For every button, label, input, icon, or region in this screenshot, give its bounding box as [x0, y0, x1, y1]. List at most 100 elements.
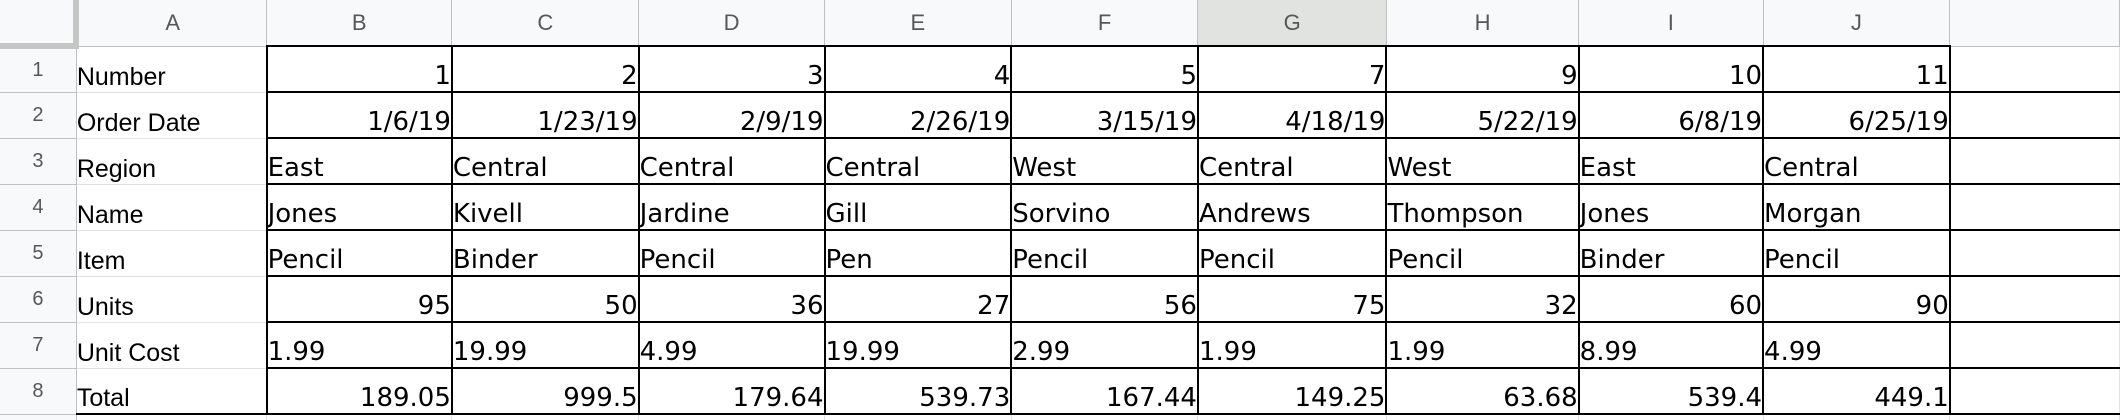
- cell-a6[interactable]: Units: [76, 276, 268, 323]
- column-header-b[interactable]: B: [266, 0, 453, 47]
- column-header-i[interactable]: I: [1578, 0, 1764, 47]
- cell-b6[interactable]: 95: [265, 275, 453, 323]
- cell-h2[interactable]: 5/22/19: [1385, 91, 1580, 139]
- row-header-8[interactable]: 8: [0, 368, 77, 415]
- cell-f7[interactable]: 2.99: [1010, 321, 1199, 369]
- column-header-e[interactable]: E: [824, 0, 1012, 47]
- empty-cell[interactable]: [1578, 414, 1764, 420]
- row-header-7[interactable]: 7: [0, 322, 77, 369]
- cell-e1[interactable]: 4: [823, 45, 1013, 93]
- cell-e7[interactable]: 19.99: [823, 321, 1013, 369]
- cell-d2[interactable]: 2/9/19: [637, 91, 826, 139]
- cell-a4[interactable]: Name: [76, 184, 268, 231]
- cell-c4[interactable]: Kivell: [450, 183, 640, 231]
- cell-b2[interactable]: 1/6/19: [265, 91, 453, 139]
- cell-b5[interactable]: Pencil: [265, 229, 453, 277]
- cell-f4[interactable]: Sorvino: [1010, 183, 1199, 231]
- cell-j2[interactable]: 6/25/19: [1762, 91, 1951, 139]
- cell-h7[interactable]: 1.99: [1385, 321, 1580, 369]
- cell-i6[interactable]: 60: [1577, 275, 1765, 323]
- cell-e6[interactable]: 27: [823, 275, 1013, 323]
- empty-cell[interactable]: [1386, 414, 1580, 420]
- cell-overflow[interactable]: [1948, 92, 2120, 139]
- cell-j7[interactable]: 4.99: [1762, 321, 1951, 369]
- empty-cell[interactable]: [1011, 414, 1199, 420]
- cell-h1[interactable]: 9: [1385, 45, 1580, 93]
- row-header-1[interactable]: 1: [0, 46, 77, 93]
- cell-c2[interactable]: 1/23/19: [450, 91, 640, 139]
- cell-a5[interactable]: Item: [76, 230, 268, 277]
- column-header-c[interactable]: C: [451, 0, 640, 47]
- cell-d6[interactable]: 36: [637, 275, 826, 323]
- cell-g7[interactable]: 1.99: [1196, 321, 1388, 369]
- column-header-h[interactable]: H: [1386, 0, 1580, 47]
- cell-d8[interactable]: 179.64: [637, 367, 826, 415]
- cell-j4[interactable]: Morgan: [1762, 183, 1951, 231]
- cell-f6[interactable]: 56: [1010, 275, 1199, 323]
- cell-i8[interactable]: 539.4: [1577, 367, 1765, 415]
- cell-d5[interactable]: Pencil: [637, 229, 826, 277]
- cell-overflow[interactable]: [1948, 368, 2120, 415]
- row-header-3[interactable]: 3: [0, 138, 77, 185]
- cell-g6[interactable]: 75: [1196, 275, 1388, 323]
- cell-overflow[interactable]: [1948, 276, 2120, 323]
- cell-c6[interactable]: 50: [450, 275, 640, 323]
- cell-b8[interactable]: 189.05: [265, 367, 453, 415]
- cell-c5[interactable]: Binder: [450, 229, 640, 277]
- cell-i1[interactable]: 10: [1577, 45, 1765, 93]
- cell-j8[interactable]: 449.1: [1762, 367, 1951, 415]
- cell-overflow[interactable]: [1948, 184, 2120, 231]
- column-header-overflow[interactable]: [1949, 0, 2120, 47]
- cell-j6[interactable]: 90: [1762, 275, 1951, 323]
- cell-h4[interactable]: Thompson: [1385, 183, 1580, 231]
- cell-e8[interactable]: 539.73: [823, 367, 1013, 415]
- column-header-a[interactable]: A: [76, 0, 268, 47]
- cell-f3[interactable]: West: [1010, 137, 1199, 185]
- cell-a8[interactable]: Total: [76, 368, 268, 415]
- cell-b4[interactable]: Jones: [265, 183, 453, 231]
- column-header-f[interactable]: F: [1011, 0, 1199, 47]
- cell-j3[interactable]: Central: [1762, 137, 1951, 185]
- cell-b7[interactable]: 1.99: [265, 321, 453, 369]
- row-header-empty[interactable]: [0, 414, 77, 420]
- cell-g2[interactable]: 4/18/19: [1196, 91, 1388, 139]
- empty-cell[interactable]: [451, 414, 640, 420]
- cell-overflow[interactable]: [1948, 230, 2120, 277]
- empty-cell[interactable]: [1197, 414, 1387, 420]
- row-header-5[interactable]: 5: [0, 230, 77, 277]
- cell-i3[interactable]: East: [1577, 137, 1765, 185]
- cell-e3[interactable]: Central: [823, 137, 1013, 185]
- column-header-g[interactable]: G: [1197, 0, 1387, 47]
- cell-g1[interactable]: 7: [1196, 45, 1388, 93]
- empty-cell[interactable]: [638, 414, 826, 420]
- cell-overflow[interactable]: [1948, 138, 2120, 185]
- row-header-6[interactable]: 6: [0, 276, 77, 323]
- cell-g5[interactable]: Pencil: [1196, 229, 1388, 277]
- cell-d3[interactable]: Central: [637, 137, 826, 185]
- cell-a2[interactable]: Order Date: [76, 92, 268, 139]
- cell-f5[interactable]: Pencil: [1010, 229, 1199, 277]
- cell-d4[interactable]: Jardine: [637, 183, 826, 231]
- cell-i5[interactable]: Binder: [1577, 229, 1765, 277]
- cell-a1[interactable]: Number: [76, 46, 268, 93]
- cell-c3[interactable]: Central: [450, 137, 640, 185]
- cell-overflow[interactable]: [1948, 46, 2120, 93]
- empty-cell[interactable]: [266, 414, 453, 420]
- column-header-d[interactable]: D: [638, 0, 826, 47]
- cell-overflow[interactable]: [1948, 322, 2120, 369]
- cell-b3[interactable]: East: [265, 137, 453, 185]
- cell-f1[interactable]: 5: [1010, 45, 1199, 93]
- row-header-2[interactable]: 2: [0, 92, 77, 139]
- cell-d7[interactable]: 4.99: [637, 321, 826, 369]
- cell-f8[interactable]: 167.44: [1010, 367, 1199, 415]
- row-header-4[interactable]: 4: [0, 184, 77, 231]
- cell-i7[interactable]: 8.99: [1577, 321, 1765, 369]
- empty-cell[interactable]: [1763, 414, 1951, 420]
- cell-c1[interactable]: 2: [450, 45, 640, 93]
- cell-e2[interactable]: 2/26/19: [823, 91, 1013, 139]
- cell-b1[interactable]: 1: [265, 45, 453, 93]
- cell-e5[interactable]: Pen: [823, 229, 1013, 277]
- empty-cell[interactable]: [1949, 414, 2120, 420]
- empty-cell[interactable]: [824, 414, 1012, 420]
- column-header-j[interactable]: J: [1763, 0, 1951, 47]
